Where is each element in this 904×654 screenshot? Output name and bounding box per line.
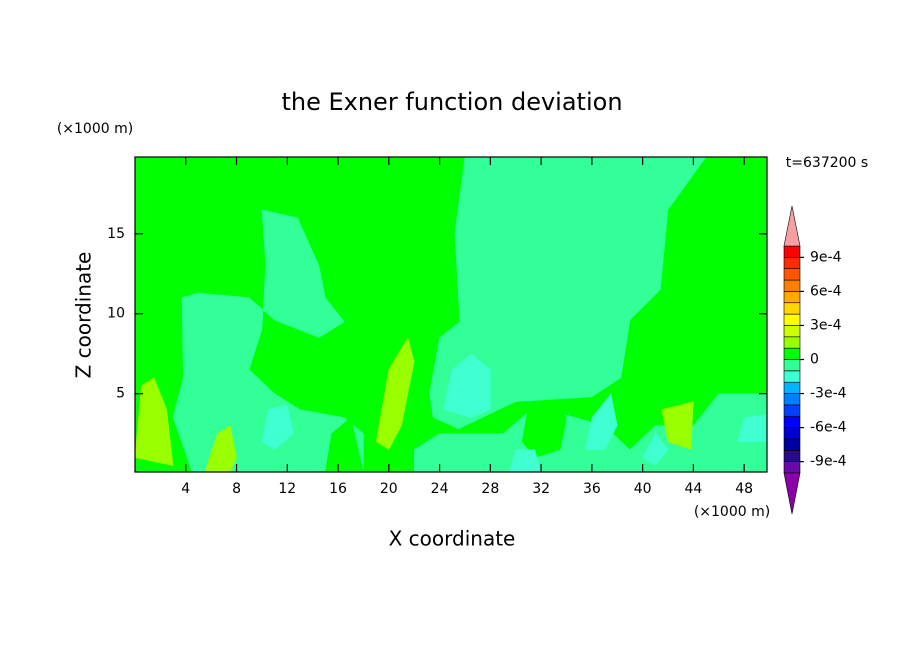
- colorbar-bin: [783, 268, 801, 281]
- colorbar-bin: [783, 279, 801, 292]
- colorbar-bin: [783, 336, 801, 349]
- colorbar-bin: [783, 313, 801, 326]
- x-unit: (×1000 m): [694, 504, 770, 520]
- contour-region: [204, 425, 237, 472]
- colorbar-bin: [783, 302, 801, 315]
- y-tick-label: 10: [107, 306, 125, 322]
- y-tick-label: 15: [107, 226, 125, 242]
- colorbar-bin: [783, 347, 801, 360]
- contour-region: [509, 449, 542, 472]
- time-label: t=637200 s: [786, 155, 868, 171]
- x-tick-label: 40: [634, 481, 652, 497]
- colorbar-tick-label: -3e-4: [810, 386, 847, 402]
- colorbar-bin: [783, 291, 801, 304]
- contour-region: [585, 393, 618, 450]
- colorbar-bin: [783, 359, 801, 372]
- colorbar-bin: [783, 393, 801, 406]
- colorbar-tick-label: 0: [810, 352, 819, 368]
- x-tick-label: 4: [181, 481, 190, 497]
- contour-region: [642, 433, 669, 466]
- contour-region: [375, 337, 415, 450]
- colorbar-bin: [783, 381, 801, 394]
- chart-title: the Exner function deviation: [281, 88, 622, 116]
- contour-region: [429, 157, 707, 430]
- x-tick-label: 24: [431, 481, 449, 497]
- colorbar-bin: [783, 245, 801, 258]
- colorbar-bin: [783, 427, 801, 440]
- contour-region: [261, 404, 294, 450]
- x-axis-label: X coordinate: [389, 527, 516, 551]
- colorbar-under: [783, 472, 801, 515]
- contour-field: [135, 157, 767, 472]
- contour-region: [172, 209, 364, 472]
- x-tick-label: 20: [380, 481, 398, 497]
- contour-region: [737, 414, 767, 442]
- colorbar-tick-label: 9e-4: [810, 249, 842, 265]
- contour-region: [443, 353, 491, 418]
- colorbar-bin: [783, 257, 801, 270]
- contour-region: [521, 401, 567, 458]
- colorbar-bin: [783, 325, 801, 338]
- contour-region: [325, 417, 364, 472]
- colorbar-bin: [783, 404, 801, 417]
- x-tick-label: 44: [684, 481, 702, 497]
- colorbar-bin: [783, 461, 801, 474]
- x-tick-label: 48: [735, 481, 753, 497]
- colorbar-bin: [783, 370, 801, 383]
- x-tick-label: 8: [232, 481, 241, 497]
- colorbar-tick-label: 3e-4: [810, 317, 842, 333]
- x-tick-label: 36: [583, 481, 601, 497]
- colorbar-bin: [783, 449, 801, 462]
- colorbar-tick-label: -9e-4: [810, 454, 847, 470]
- colorbar-tick-label: -6e-4: [810, 420, 847, 436]
- x-tick-label: 12: [278, 481, 296, 497]
- colorbar-bin: [783, 438, 801, 451]
- y-unit: (×1000 m): [57, 121, 133, 137]
- colorbar-bin: [783, 415, 801, 428]
- y-tick-label: 5: [116, 386, 125, 402]
- colorbar-over: [783, 205, 801, 247]
- x-tick-label: 28: [481, 481, 499, 497]
- x-tick-label: 16: [329, 481, 347, 497]
- colorbar-tick-label: 6e-4: [810, 283, 842, 299]
- contour-region: [135, 377, 174, 466]
- x-tick-label: 32: [532, 481, 550, 497]
- y-axis-label: Z coordinate: [72, 252, 96, 379]
- plot-frame: [134, 156, 768, 473]
- contour-region: [661, 401, 694, 450]
